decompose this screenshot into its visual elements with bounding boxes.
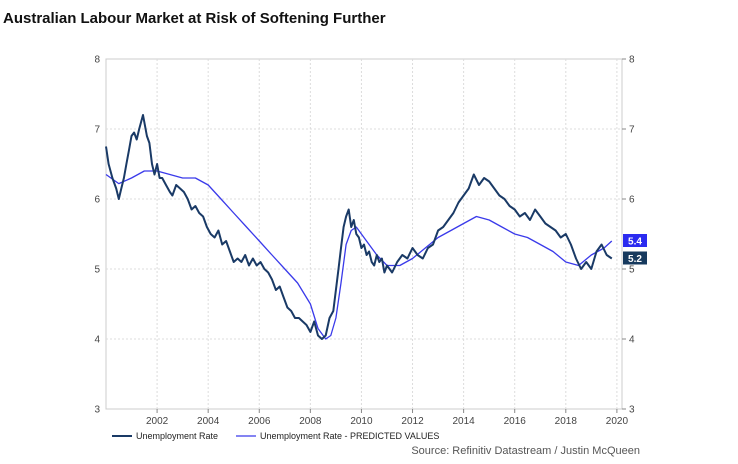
x-tick-label: 2018: [555, 416, 578, 427]
x-tick-label: 2006: [248, 416, 271, 427]
y-tick-label-right: 8: [629, 55, 635, 66]
y-tick-label-left: 4: [94, 335, 100, 346]
end-label-actual-box: [623, 251, 647, 265]
y-tick-label-right: 3: [629, 405, 635, 416]
x-tick-label: 2012: [401, 416, 424, 427]
x-tick-label: 2010: [350, 416, 373, 427]
axes: 3 3 4 4 5 5 6 6 7 7 8 8 2002 2004 2006 2008 2010 2012 2014…: [94, 55, 635, 428]
x-tick-label: 2016: [504, 416, 527, 427]
end-label-predicted-box: [623, 234, 647, 247]
legend-label: Unemployment Rate: [136, 431, 218, 441]
series-group: [105, 114, 613, 340]
legend-item-unemployment-rate: Unemployment Rate: [112, 431, 218, 441]
end-label-actual: 5.2: [628, 254, 642, 265]
grid: [105, 58, 623, 410]
legend-label: Unemployment Rate - PREDICTED VALUES: [260, 431, 439, 441]
chart-title: Australian Labour Market at Risk of Soft…: [3, 10, 386, 27]
end-label-predicted: 5.4: [628, 237, 642, 248]
y-tick-label-right: 6: [629, 195, 635, 206]
y-tick-label-right: 4: [629, 335, 635, 346]
end-labels: 5.4 5.2: [623, 234, 647, 265]
source-note: Source: Refinitiv Datastream / Justin Mc…: [411, 445, 640, 457]
y-tick-label-left: 6: [94, 195, 100, 206]
x-tick-label: 2014: [452, 416, 475, 427]
y-tick-label-left: 5: [94, 265, 100, 276]
x-tick-label: 2002: [146, 416, 169, 427]
y-tick-label-left: 7: [94, 125, 100, 136]
x-tick-label: 2004: [197, 416, 220, 427]
legend-item-predicted: Unemployment Rate - PREDICTED VALUES: [236, 431, 439, 441]
y-tick-label-right: 5: [629, 265, 635, 276]
x-tick-label: 2008: [299, 416, 322, 427]
series-line-predicted: [105, 170, 613, 340]
legend: Unemployment Rate Unemployment Rate - PRE…: [112, 431, 439, 441]
plot-frame: [105, 58, 623, 410]
series-line-unemployment-rate: [105, 114, 613, 340]
y-tick-label-right: 7: [629, 125, 635, 136]
y-tick-label-left: 3: [94, 405, 100, 416]
y-tick-label-left: 8: [94, 55, 100, 66]
x-tick-label: 2020: [606, 416, 629, 427]
